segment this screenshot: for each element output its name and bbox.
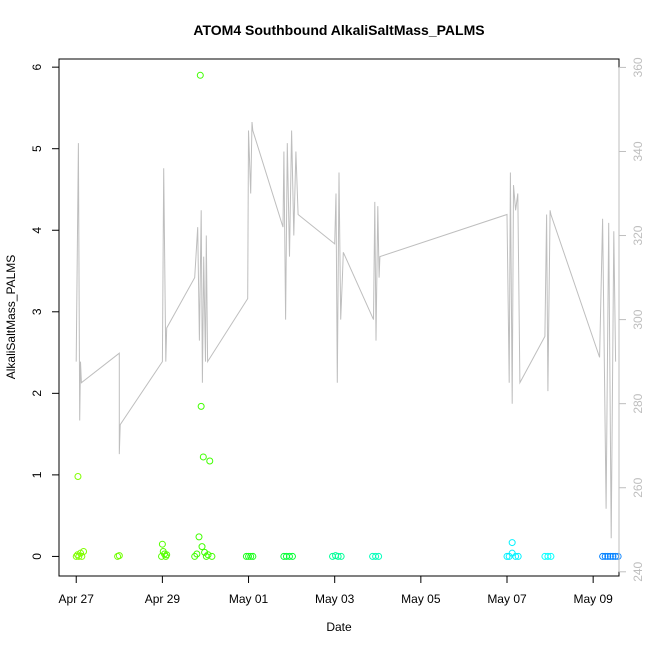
secondary-tick-label: 320 [631, 225, 645, 245]
x-tick-label: Apr 27 [59, 592, 95, 606]
x-tick-label: May 01 [229, 592, 269, 606]
data-point [606, 552, 614, 560]
data-point [204, 551, 212, 559]
y-tick-label: 5 [30, 145, 44, 152]
data-point [193, 550, 201, 558]
data-point [245, 552, 253, 560]
x-axis-label: Date [326, 620, 352, 634]
data-point [334, 552, 342, 560]
data-point [80, 548, 88, 556]
secondary-tick-label: 260 [631, 477, 645, 497]
y-tick-label: 2 [30, 390, 44, 397]
x-tick-label: May 03 [315, 592, 355, 606]
data-point [512, 552, 520, 560]
y-tick-label: 4 [30, 227, 44, 234]
data-point [115, 552, 123, 560]
chart-title: ATOM4 Southbound AlkaliSaltMass_PALMS [193, 22, 484, 38]
plot-area [58, 58, 620, 577]
data-point [196, 71, 204, 79]
data-point [288, 552, 296, 560]
y-tick-label: 3 [30, 308, 44, 315]
data-point [601, 552, 609, 560]
data-point [208, 552, 216, 560]
secondary-trace-layer [75, 121, 617, 539]
data-point [75, 552, 83, 560]
y-tick-label: 1 [30, 471, 44, 478]
data-point [78, 552, 86, 560]
data-point [285, 552, 293, 560]
y-axis: 0 1 2 3 4 5 6 [30, 63, 59, 560]
x-tick-label: Apr 29 [145, 592, 181, 606]
data-point [514, 552, 522, 560]
x-tick-label: May 07 [487, 592, 527, 606]
secondary-tick-label: 360 [631, 57, 645, 77]
x-axis: Apr 27 Apr 29 May 01 May 03 May 05 May 07 May … [59, 575, 613, 606]
data-point [74, 473, 82, 481]
data-point [599, 552, 607, 560]
secondary-tick-label: 340 [631, 141, 645, 161]
data-point [614, 552, 622, 560]
data-point [375, 552, 383, 560]
data-point [195, 533, 203, 541]
y-axis-label: AlkaliSaltMass_PALMS [4, 255, 18, 380]
secondary-y-axis: 240 260 280 300 320 340 360 [618, 57, 645, 582]
data-point [544, 552, 552, 560]
data-point [199, 453, 207, 461]
data-point [158, 540, 166, 548]
data-point [197, 402, 205, 410]
x-tick-label: May 05 [401, 592, 441, 606]
data-point [609, 552, 617, 560]
data-points-layer [72, 71, 622, 560]
data-point [547, 552, 555, 560]
x-tick-label: May 09 [573, 592, 613, 606]
secondary-tick-label: 240 [631, 561, 645, 581]
data-point [206, 457, 214, 465]
data-point [247, 552, 255, 560]
data-point [249, 552, 257, 560]
data-point [503, 552, 511, 560]
y-tick-label: 6 [30, 63, 44, 70]
secondary-tick-label: 300 [631, 309, 645, 329]
data-point [163, 551, 171, 559]
secondary-tick-label: 280 [631, 393, 645, 413]
data-point [372, 552, 380, 560]
data-point [508, 539, 516, 547]
secondary-trace-line [75, 121, 617, 539]
data-point [337, 552, 345, 560]
y-tick-label: 0 [30, 553, 44, 560]
data-point [604, 552, 612, 560]
data-point [198, 543, 206, 551]
